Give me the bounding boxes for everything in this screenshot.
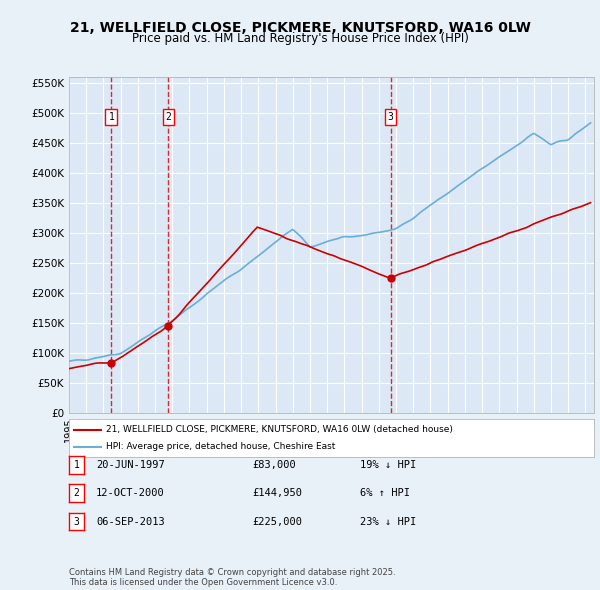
Text: Price paid vs. HM Land Registry's House Price Index (HPI): Price paid vs. HM Land Registry's House …: [131, 32, 469, 45]
Text: Contains HM Land Registry data © Crown copyright and database right 2025.
This d: Contains HM Land Registry data © Crown c…: [69, 568, 395, 587]
Text: 21, WELLFIELD CLOSE, PICKMERE, KNUTSFORD, WA16 0LW: 21, WELLFIELD CLOSE, PICKMERE, KNUTSFORD…: [70, 21, 530, 35]
Text: 1: 1: [109, 112, 114, 122]
Text: 19% ↓ HPI: 19% ↓ HPI: [360, 460, 416, 470]
Text: 06-SEP-2013: 06-SEP-2013: [96, 517, 165, 526]
Text: 20-JUN-1997: 20-JUN-1997: [96, 460, 165, 470]
Text: 23% ↓ HPI: 23% ↓ HPI: [360, 517, 416, 526]
Text: 3: 3: [74, 517, 79, 526]
Text: 1: 1: [74, 460, 79, 470]
Text: 3: 3: [388, 112, 394, 122]
Text: 21, WELLFIELD CLOSE, PICKMERE, KNUTSFORD, WA16 0LW (detached house): 21, WELLFIELD CLOSE, PICKMERE, KNUTSFORD…: [106, 425, 452, 434]
Text: 12-OCT-2000: 12-OCT-2000: [96, 489, 165, 498]
Text: £83,000: £83,000: [252, 460, 296, 470]
Text: £144,950: £144,950: [252, 489, 302, 498]
Text: £225,000: £225,000: [252, 517, 302, 526]
Text: 6% ↑ HPI: 6% ↑ HPI: [360, 489, 410, 498]
Text: HPI: Average price, detached house, Cheshire East: HPI: Average price, detached house, Ches…: [106, 442, 335, 451]
Text: 2: 2: [166, 112, 172, 122]
Text: 2: 2: [74, 489, 79, 498]
